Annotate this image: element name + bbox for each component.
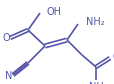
Text: NH₂: NH₂: [85, 17, 104, 27]
Text: O: O: [2, 33, 10, 43]
Text: N: N: [5, 71, 13, 81]
Text: NH₂: NH₂: [88, 82, 106, 84]
Text: OH: OH: [47, 7, 61, 17]
Text: O: O: [112, 52, 114, 62]
